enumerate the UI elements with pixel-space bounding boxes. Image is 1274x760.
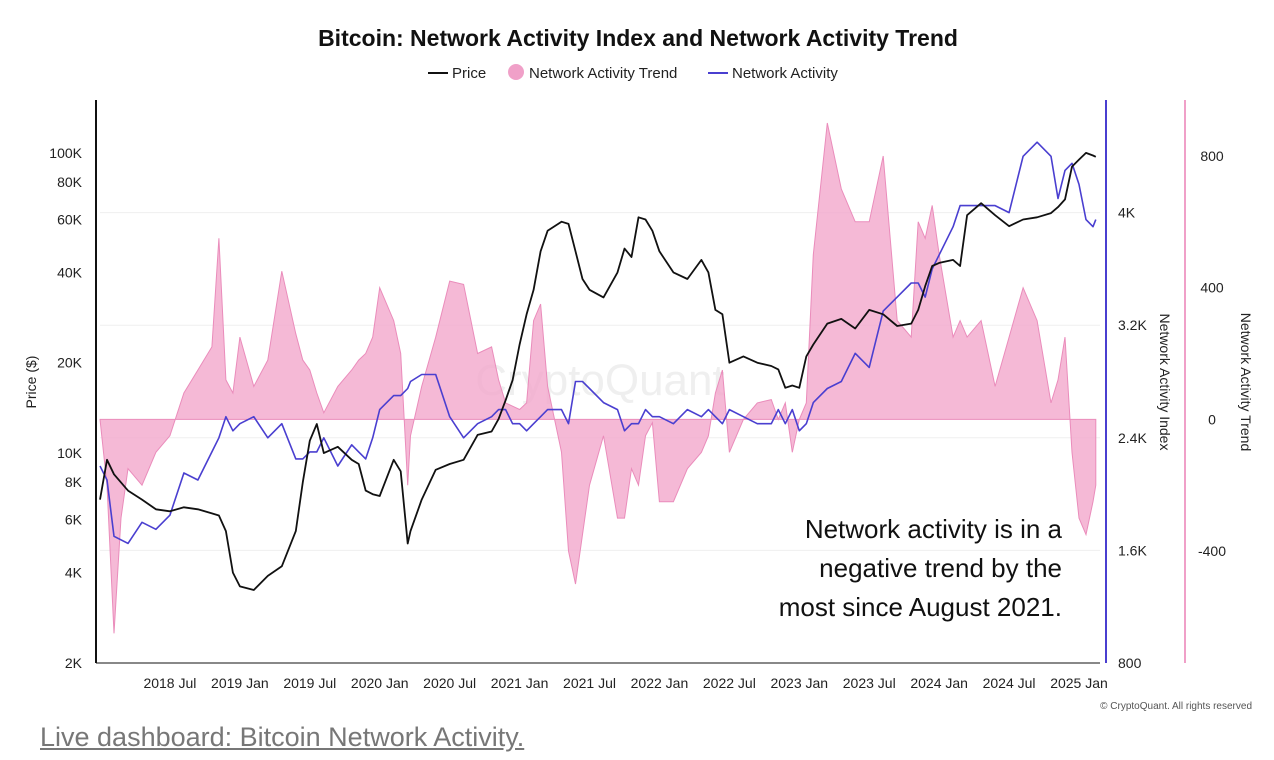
x-tick-label: 2023 Jul <box>843 675 896 691</box>
left-tick-label: 4K <box>65 565 83 581</box>
right-axis-activity-title: Network Activity Index <box>1157 314 1173 451</box>
legend-price-label: Price <box>452 65 486 82</box>
right-trend-tick-label: 800 <box>1200 148 1224 164</box>
chart-container: Bitcoin: Network Activity Index and Netw… <box>23 25 1254 712</box>
right-trend-tick-label: -400 <box>1198 543 1226 559</box>
right-activity-tick-label: 800 <box>1118 655 1142 671</box>
right-activity-tick-label: 3.2K <box>1118 317 1147 333</box>
left-tick-label: 20K <box>57 355 83 371</box>
right-trend-tick-label: 400 <box>1200 280 1224 296</box>
left-tick-label: 60K <box>57 211 83 227</box>
x-tick-label: 2018 Jul <box>143 675 196 691</box>
x-tick-label: 2022 Jul <box>703 675 756 691</box>
left-tick-label: 10K <box>57 445 83 461</box>
right-activity-tick-label: 4K <box>1118 205 1136 221</box>
legend-activity-label: Network Activity <box>732 65 838 82</box>
series-price-line <box>99 152 1097 591</box>
x-tick-label: 2021 Jul <box>563 675 616 691</box>
x-tick-label: 2022 Jan <box>631 675 689 691</box>
left-tick-label: 100K <box>49 145 82 161</box>
x-axis-ticks: 2018 Jul 2019 Jan 2019 Jul 2020 Jan 2020 Jul… <box>143 675 1107 691</box>
legend-trend-label: Network Activity Trend <box>529 65 677 82</box>
annotation-line-1: Network activity is in a <box>805 514 1063 544</box>
live-dashboard-link[interactable]: Live dashboard: Bitcoin Network Activity… <box>40 722 525 752</box>
x-tick-label: 2020 Jan <box>351 675 409 691</box>
x-tick-label: 2020 Jul <box>423 675 476 691</box>
right-activity-tick-label: 1.6K <box>1118 542 1147 558</box>
right-axis-trend-title: Network Activity Trend <box>1238 313 1254 452</box>
annotation-line-3: most since August 2021. <box>779 592 1062 622</box>
copyright: © CryptoQuant. All rights reserved <box>1100 701 1252 712</box>
x-tick-label: 2024 Jul <box>983 675 1036 691</box>
series-network-activity-trend-area <box>99 122 1097 634</box>
chart-title: Bitcoin: Network Activity Index and Netw… <box>318 25 958 51</box>
x-tick-label: 2024 Jan <box>910 675 968 691</box>
watermark: CryptoQuant <box>475 356 724 405</box>
chart-svg: Bitcoin: Network Activity Index and Netw… <box>23 25 1254 712</box>
x-tick-label: 2019 Jul <box>283 675 336 691</box>
series-network-activity-line <box>99 141 1097 545</box>
x-tick-label: 2019 Jan <box>211 675 269 691</box>
left-tick-label: 6K <box>65 512 83 528</box>
x-tick-label: 2023 Jan <box>770 675 828 691</box>
left-tick-label: 2K <box>65 655 83 671</box>
right-axis-activity-ticks: 4K 3.2K 2.4K 1.6K 800 <box>1118 205 1147 671</box>
left-tick-label: 80K <box>57 174 83 190</box>
right-axis-trend-ticks: 800 400 0 -400 <box>1198 148 1226 559</box>
x-tick-label: 2025 Jan <box>1050 675 1108 691</box>
left-axis-ticks: 100K 80K 60K 40K 20K 10K 8K 6K 4K 2K <box>49 145 82 671</box>
legend-trend-swatch <box>508 64 524 80</box>
annotation-line-2: negative trend by the <box>819 553 1062 583</box>
annotation: Network activity is in a negative trend … <box>779 514 1063 622</box>
left-tick-label: 8K <box>65 474 83 490</box>
right-activity-tick-label: 2.4K <box>1118 430 1147 446</box>
x-tick-label: 2021 Jan <box>491 675 549 691</box>
left-tick-label: 40K <box>57 264 83 280</box>
left-axis-title: Price ($) <box>23 356 39 409</box>
legend: Price Network Activity Trend Network Act… <box>428 64 838 82</box>
right-trend-tick-label: 0 <box>1208 411 1216 427</box>
